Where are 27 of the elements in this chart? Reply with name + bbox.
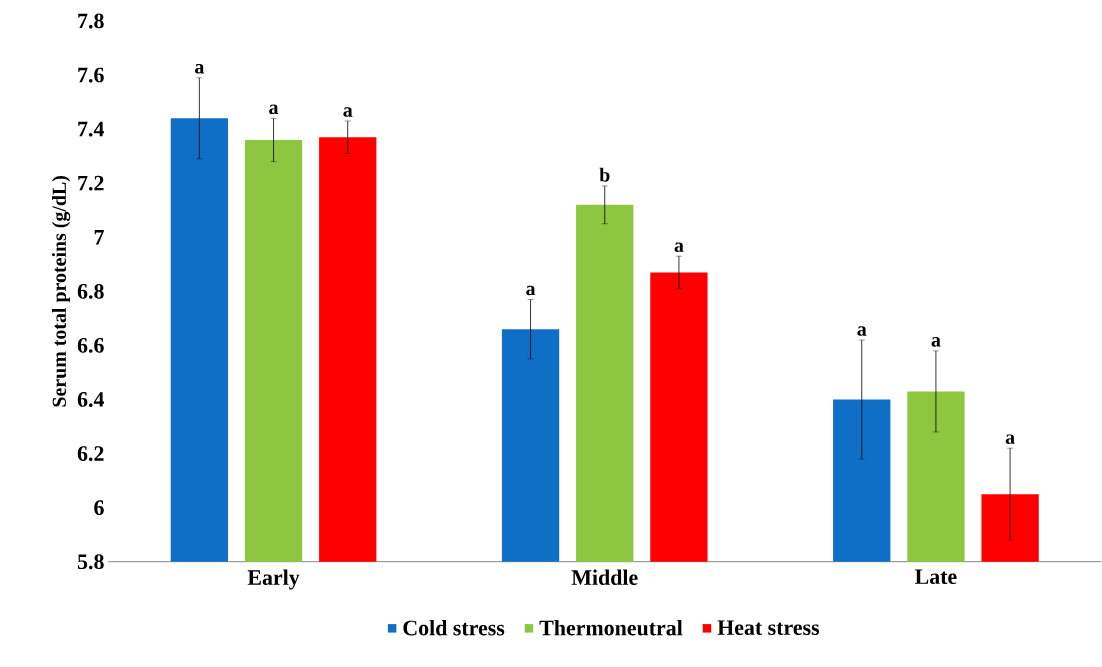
data-label: a [526, 285, 536, 296]
y-tick-label: 6.2 [77, 446, 104, 462]
x-tick-label: Early [247, 569, 300, 590]
y-tick-label: 7 [94, 230, 104, 245]
data-label: a [1005, 434, 1015, 445]
data-label: b [599, 167, 610, 182]
legend-label: Cold stress [403, 620, 505, 636]
y-tick-label: 6 [94, 500, 104, 516]
y-tick-label: 7.8 [78, 13, 104, 29]
legend-label: Thermoneutral [539, 620, 683, 636]
x-tick-label: Late [915, 569, 957, 585]
y-tick-label: 7.6 [78, 67, 104, 83]
y-axis-title: Serum total proteins (g/dL) [52, 176, 71, 407]
y-tick-label: 6.6 [77, 338, 104, 353]
data-label: a [343, 107, 353, 117]
x-tick-label: Middle [571, 569, 638, 586]
y-tick-label: 6.4 [77, 392, 105, 408]
data-label: a [857, 326, 867, 336]
y-tick-label: 5.8 [77, 554, 104, 570]
legend-label: Heat stress [717, 620, 820, 636]
y-tick-label: 6.8 [77, 284, 104, 299]
data-label: a [269, 104, 279, 115]
data-label: a [674, 242, 684, 253]
y-tick-label: 7.2 [78, 175, 104, 191]
y-tick-label: 7.4 [78, 121, 105, 137]
data-label: a [931, 337, 941, 347]
data-label: a [195, 64, 205, 74]
